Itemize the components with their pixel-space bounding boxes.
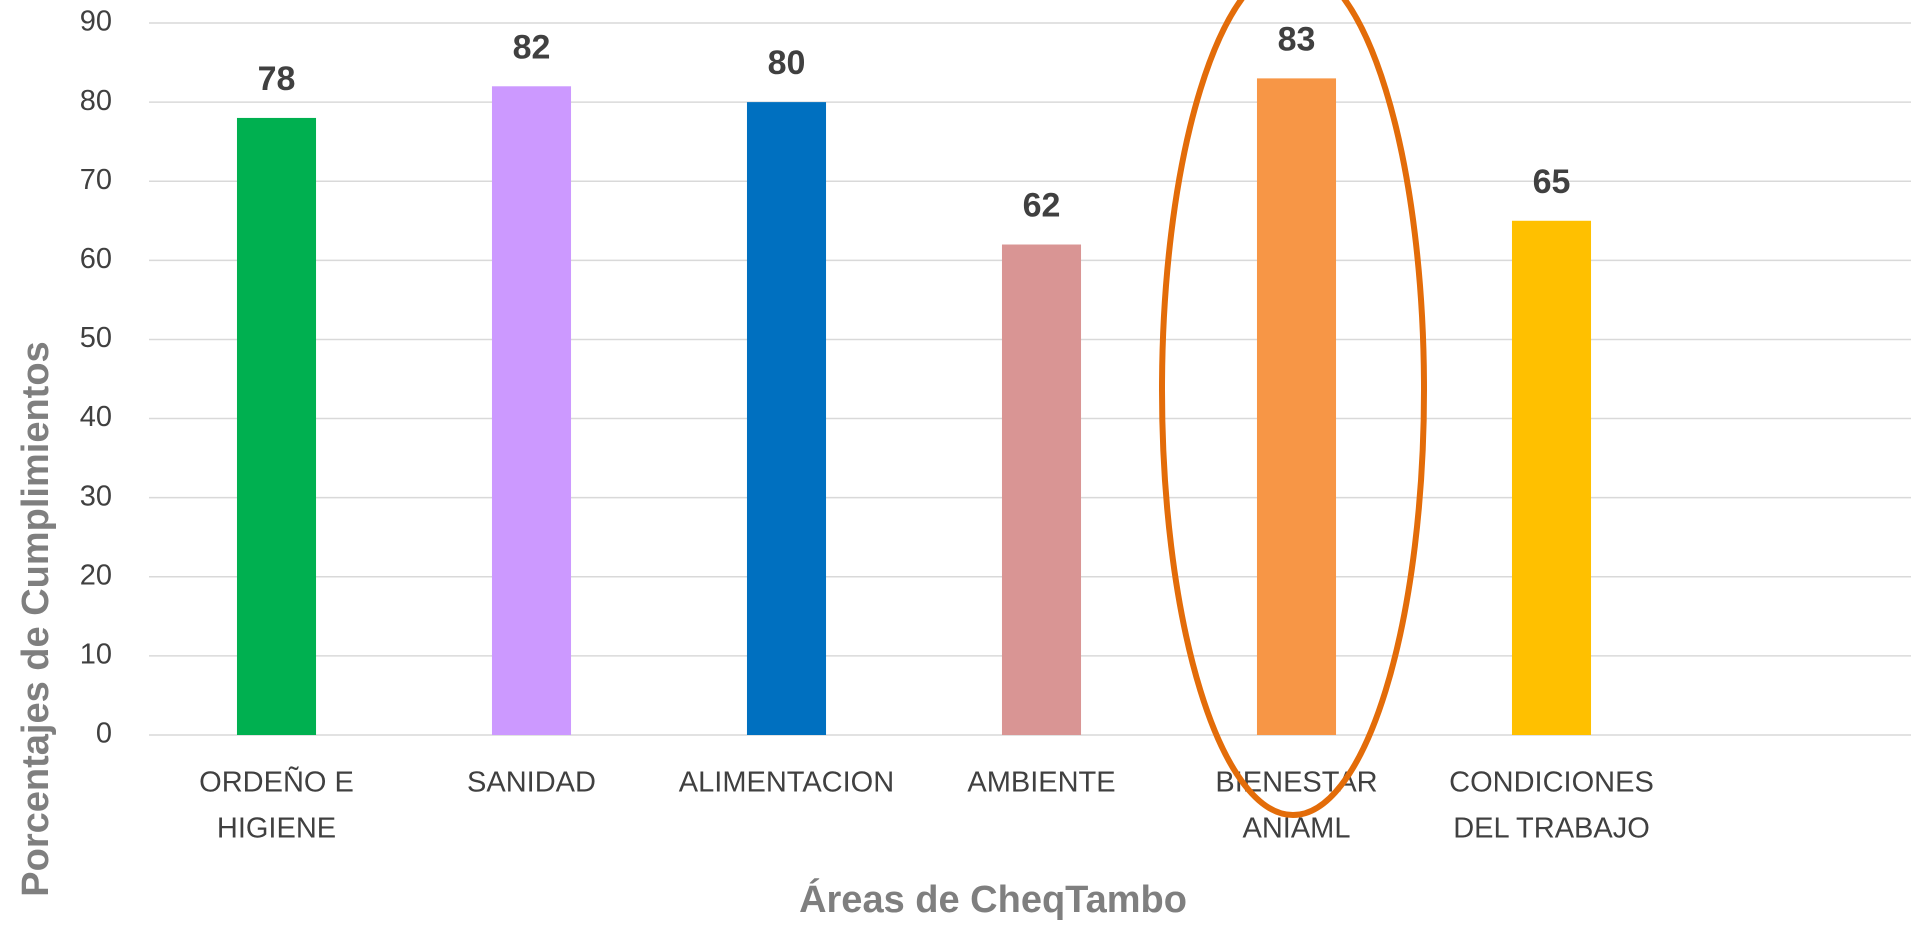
- bar: [1256, 78, 1337, 735]
- plot: 0 10 20 30 40 50 60 70 80 90 78 ORDEÑO E HIGIENE 82 SA…: [80, 6, 1911, 845]
- x-tick-label: CONDICIONES: [1449, 767, 1654, 799]
- x-tick-label: AMBIENTE: [967, 767, 1115, 799]
- x-axis-title: Áreas de CheqTambo: [799, 877, 1187, 921]
- value-label: 80: [768, 44, 806, 82]
- y-tick-label: 70: [80, 164, 112, 196]
- x-tick-label: HIGIENE: [217, 813, 336, 845]
- x-tick-label: ALIMENTACION: [679, 767, 894, 799]
- value-label: 78: [258, 60, 296, 98]
- bar: [236, 117, 317, 735]
- y-tick-label: 90: [80, 6, 112, 38]
- y-tick-label: 60: [80, 243, 112, 275]
- y-tick-label: 20: [80, 559, 112, 591]
- y-tick-label: 10: [80, 639, 112, 671]
- x-tick-label: DEL TRABAJO: [1453, 813, 1650, 845]
- y-tick-label: 0: [96, 718, 112, 750]
- y-tick-label: 40: [80, 401, 112, 433]
- x-tick-label: SANIDAD: [467, 767, 596, 799]
- x-tick-label: ORDEÑO E: [199, 765, 354, 799]
- value-label: 65: [1533, 163, 1571, 201]
- highlight-ellipse: [1159, 0, 1427, 818]
- value-label: 62: [1023, 186, 1061, 224]
- y-tick-label: 50: [80, 322, 112, 354]
- bar: [1511, 220, 1592, 735]
- x-tick-label: ANIAML: [1243, 813, 1351, 845]
- y-axis-title: Porcentajes de Cumplimientos: [15, 341, 57, 896]
- value-label: 83: [1278, 20, 1316, 58]
- bar: [1001, 244, 1082, 735]
- bar: [491, 86, 572, 736]
- value-label: 82: [513, 28, 551, 66]
- y-tick-label: 30: [80, 480, 112, 512]
- bar: [746, 102, 827, 736]
- y-tick-label: 80: [80, 85, 112, 117]
